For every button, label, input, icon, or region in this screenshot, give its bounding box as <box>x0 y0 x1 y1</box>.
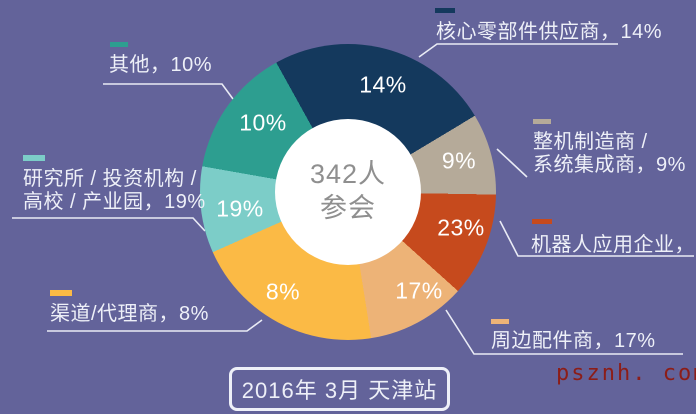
callout-label-channel-agent: 渠道/代理商，8% <box>50 303 209 325</box>
callout-label-research-line2: 高校 / 产业园，19% <box>23 191 206 213</box>
legend-dash-peripheral <box>491 319 509 324</box>
legend-dash-robot-application <box>532 219 552 224</box>
callout-line-channel-agent <box>47 319 263 332</box>
slice-pct-oem-integrator: 9% <box>441 147 477 174</box>
callout-label-robot-application: 机器人应用企业，23% <box>531 234 696 256</box>
slice-pct-other: 10% <box>239 109 287 136</box>
attendee-caption: 参会 <box>320 193 376 223</box>
event-station-label: 2016年 3月 天津站 <box>241 378 438 403</box>
callout-label-other: 其他，10% <box>109 54 213 76</box>
callout-line-other <box>103 83 234 100</box>
slice-pct-core-parts: 14% <box>359 71 407 98</box>
slice-pct-research: 19% <box>216 195 264 222</box>
slice-pct-peripheral: 17% <box>395 277 443 304</box>
attendee-count: 342人 <box>309 159 387 190</box>
event-station-badge: 2016年 3月 天津站 <box>229 367 450 411</box>
legend-dash-other <box>110 42 128 47</box>
callout-label-core-parts: 核心零部件供应商，14% <box>436 21 663 43</box>
slice-pct-robot-application: 23% <box>437 214 485 241</box>
callout-label-oem-integrator-line1: 整机制造商 / <box>533 131 648 153</box>
callout-line-peripheral <box>445 309 683 355</box>
callout-line-research <box>12 217 206 232</box>
legend-dash-research <box>23 155 45 161</box>
donut-center: 342人 参会 <box>275 119 421 265</box>
legend-dash-channel-agent <box>50 290 72 296</box>
watermark-text: psznh. com <box>556 361 696 386</box>
callout-label-peripheral: 周边配件商，17% <box>491 330 656 352</box>
callout-label-oem-integrator-line2: 系统集成商，9% <box>533 154 686 176</box>
legend-dash-core-parts <box>435 8 455 13</box>
callout-line-core-parts <box>418 43 618 58</box>
callout-line-oem-integrator <box>496 148 528 178</box>
callout-line-robot-application <box>499 220 694 257</box>
donut-ring: 342人 参会 <box>200 44 496 340</box>
callout-label-research-line1: 研究所 / 投资机构 / <box>23 168 197 190</box>
slice-pct-channel-agent: 8% <box>265 278 301 305</box>
legend-dash-oem-integrator <box>533 119 551 124</box>
